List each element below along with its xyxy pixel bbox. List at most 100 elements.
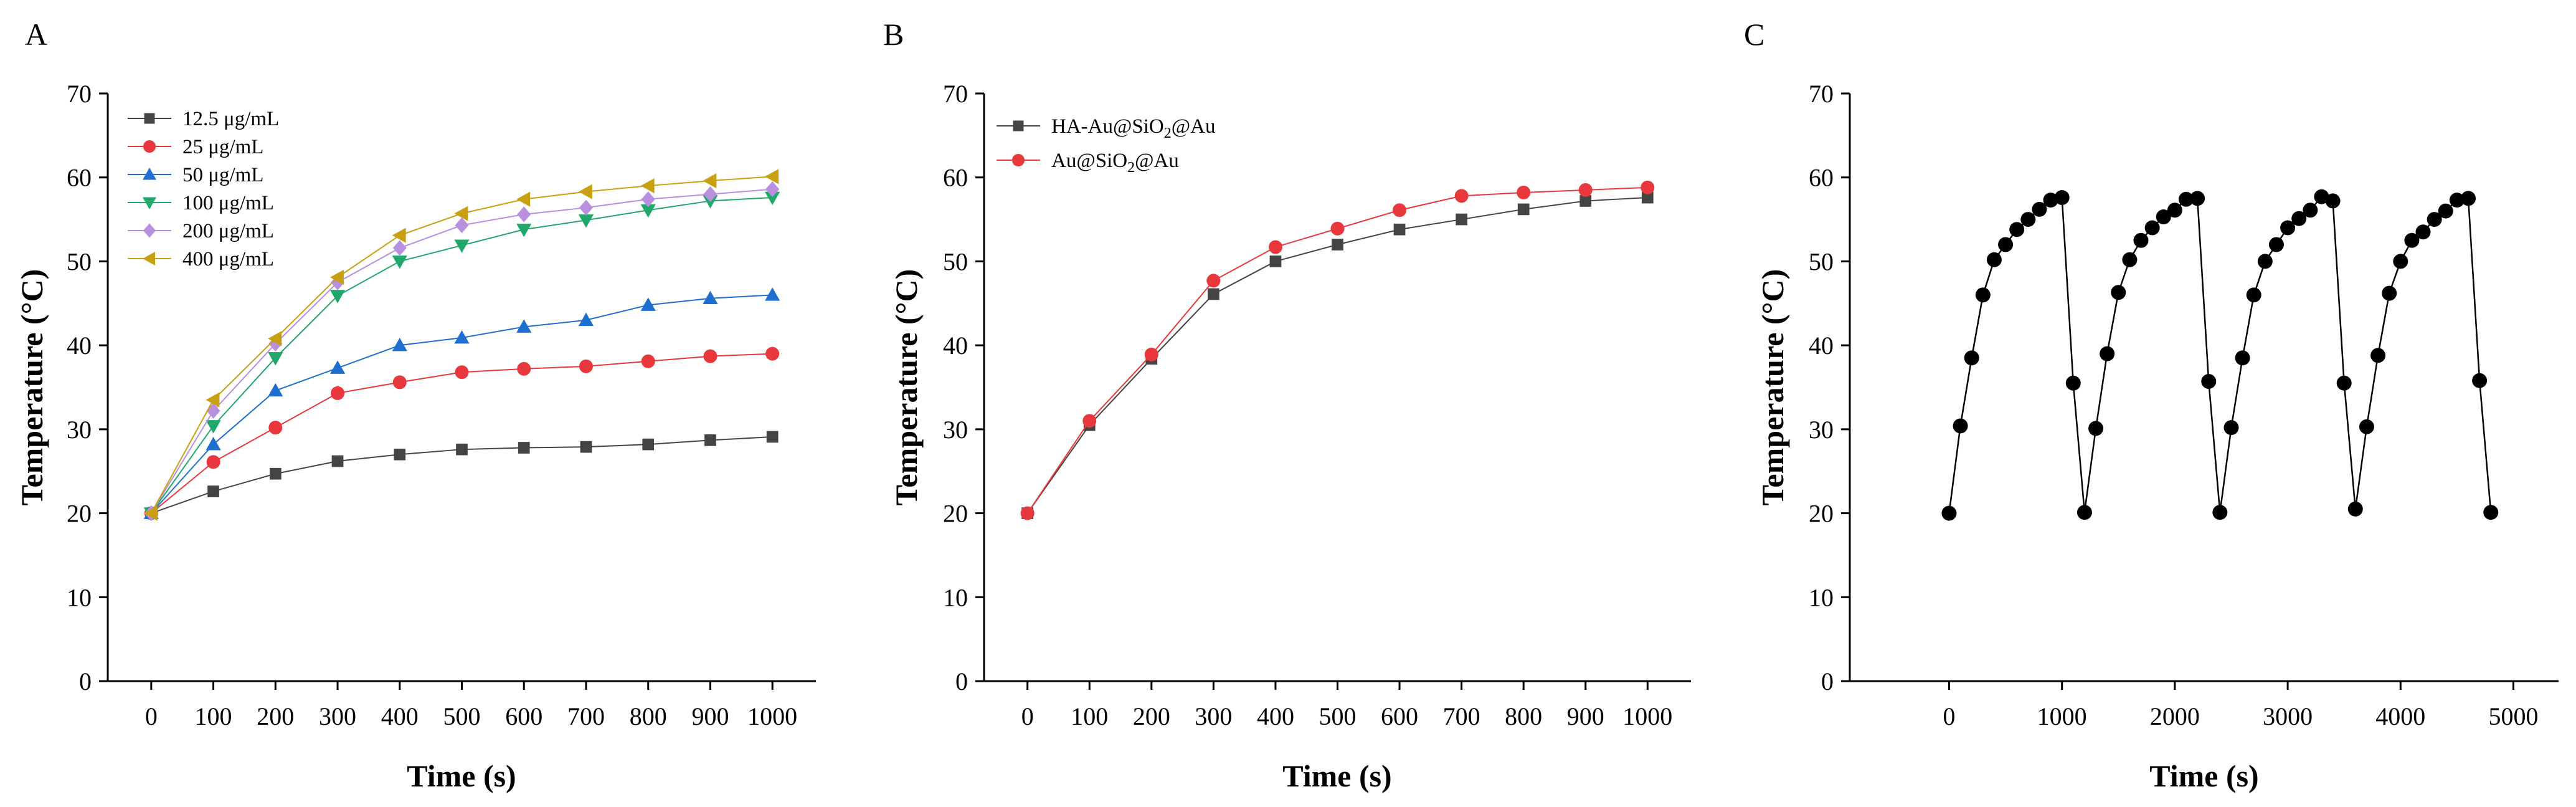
legend-label: HA-Au@SiO2@Au (1051, 115, 1215, 141)
data-point (143, 505, 158, 521)
legend-marker (144, 113, 155, 124)
x-tick-label: 900 (691, 702, 729, 730)
legend-marker (143, 223, 156, 238)
data-point (2359, 419, 2374, 434)
data-point (2235, 350, 2250, 366)
data-point (1998, 237, 2014, 252)
data-point (455, 365, 469, 380)
data-point (1953, 418, 1968, 434)
y-tick-label: 20 (943, 500, 968, 528)
data-point (206, 437, 221, 451)
x-tick-label: 300 (1195, 702, 1232, 730)
series-1 (1020, 180, 1655, 520)
data-point (1082, 414, 1097, 428)
x-tick-label: 2000 (2150, 702, 2200, 730)
y-tick-label: 50 (943, 247, 968, 275)
data-point (704, 434, 716, 446)
x-tick-label: 600 (1381, 702, 1418, 730)
data-point (578, 184, 592, 199)
data-point (765, 181, 780, 198)
data-point (392, 227, 406, 243)
legend-label: 12.5 μg/mL (182, 108, 279, 130)
data-point (2325, 193, 2341, 209)
legend-marker (143, 252, 155, 265)
data-point (2314, 189, 2329, 204)
data-point (1964, 350, 1979, 366)
series-1 (144, 346, 780, 520)
panel-label: C (1744, 17, 1764, 52)
data-point (1941, 505, 1957, 521)
data-point (268, 352, 283, 366)
data-point (703, 290, 718, 305)
data-point (1393, 203, 1407, 217)
data-point (579, 359, 593, 373)
data-point (641, 191, 655, 208)
y-tick-label: 70 (67, 80, 92, 108)
data-point (578, 312, 594, 327)
data-point (329, 360, 346, 374)
data-point (1268, 240, 1282, 254)
data-point (640, 297, 656, 311)
data-point (703, 173, 717, 189)
legend: 12.5 μg/mL 25 μg/mL 50 μg/mL 100 μg/mL 200 μ… (128, 108, 279, 270)
data-point (2065, 375, 2081, 391)
data-point (765, 287, 780, 301)
y-tick-label: 70 (943, 80, 968, 108)
legend-label: 200 μg/mL (182, 220, 274, 242)
data-point (1456, 213, 1467, 226)
data-point (2382, 285, 2397, 301)
x-tick-label: 300 (319, 702, 356, 730)
data-point (1517, 185, 1531, 199)
y-tick-label: 0 (79, 667, 92, 695)
x-tick-label: 1000 (1622, 702, 1672, 730)
data-point (1144, 347, 1158, 361)
y-tick-label: 20 (67, 500, 92, 528)
data-point (2009, 222, 2025, 237)
x-tick-label: 3000 (2263, 702, 2313, 730)
series-line (1026, 186, 1648, 514)
x-tick-label: 0 (1021, 702, 1034, 730)
data-point (331, 386, 345, 400)
data-point (2257, 254, 2273, 269)
data-point (1986, 252, 2002, 267)
data-point (2179, 191, 2194, 207)
data-point (517, 206, 531, 222)
x-tick-label: 700 (1443, 702, 1480, 730)
data-point (703, 186, 717, 203)
data-point (206, 455, 220, 469)
data-point (2020, 212, 2036, 227)
y-tick-label: 10 (67, 583, 92, 611)
y-tick-label: 60 (1809, 164, 1834, 192)
data-point (1206, 274, 1221, 288)
x-tick-label: 0 (145, 702, 158, 730)
data-point (2201, 374, 2217, 389)
data-point (2111, 285, 2126, 300)
data-point (2472, 373, 2488, 388)
data-point (2144, 220, 2160, 236)
data-point (580, 441, 592, 453)
data-point (2133, 232, 2149, 248)
data-point (268, 421, 283, 435)
series-0 (1941, 189, 2499, 521)
x-tick-label: 0 (1943, 702, 1955, 730)
y-tick-label: 60 (67, 164, 92, 192)
data-point (2336, 375, 2352, 391)
data-point (2427, 212, 2442, 227)
data-point (1393, 223, 1406, 236)
series-3 (143, 191, 780, 521)
data-point (2032, 201, 2047, 217)
x-tick-label: 100 (1071, 702, 1108, 730)
data-point (1975, 287, 1991, 303)
y-tick-label: 50 (1809, 247, 1834, 275)
series-0 (1021, 191, 1654, 519)
y-axis-title: Temperature (°C) (1755, 269, 1790, 506)
data-point (455, 217, 469, 234)
data-point (516, 319, 532, 333)
x-tick-label: 700 (567, 702, 605, 730)
y-tick-label: 30 (1809, 416, 1834, 444)
data-point (2268, 237, 2284, 252)
data-point (2291, 211, 2307, 226)
data-point (2100, 346, 2115, 361)
